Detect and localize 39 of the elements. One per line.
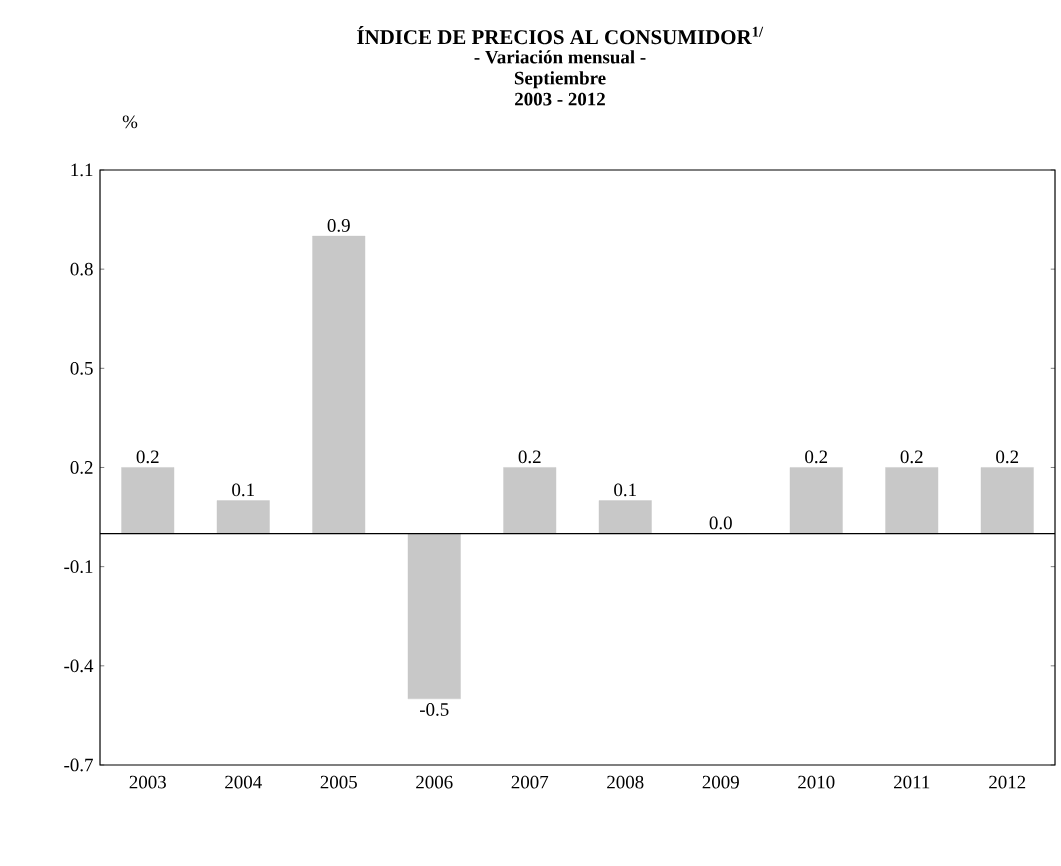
x-tick-label: 2011 <box>894 775 930 789</box>
data-label: 0.0 <box>709 516 732 530</box>
data-label: 0.2 <box>996 450 1019 464</box>
data-label: 0.2 <box>805 450 828 464</box>
bar <box>121 467 175 534</box>
x-tick-label: 2007 <box>511 775 549 789</box>
x-tick-label: 2008 <box>607 775 644 789</box>
data-label: 0.1 <box>614 483 636 497</box>
bar <box>598 500 652 534</box>
x-tick-label: 2010 <box>798 775 835 789</box>
bar <box>789 467 843 534</box>
y-tick-label: 0.8 <box>70 262 93 276</box>
y-tick-label: -0.7 <box>64 758 93 772</box>
x-tick-label: 2005 <box>320 775 357 789</box>
y-tick-label: 0.5 <box>70 361 93 375</box>
x-tick-label: 2006 <box>416 775 453 789</box>
bar <box>312 235 366 534</box>
data-label: 0.2 <box>900 450 923 464</box>
data-label: 0.9 <box>327 219 350 232</box>
data-label: 0.1 <box>232 483 254 497</box>
y-tick-label: -0.4 <box>64 659 94 673</box>
bar <box>980 467 1034 534</box>
bar <box>407 533 461 700</box>
bar <box>216 500 270 534</box>
x-tick-label: 2009 <box>702 775 739 789</box>
x-tick-label: 2003 <box>129 775 166 789</box>
bar <box>503 467 557 534</box>
y-tick-label: 1.1 <box>71 163 93 177</box>
chart-subtitle: - Variación mensual - Septiembre 2003 - 2012 <box>474 50 646 106</box>
data-label: 0.2 <box>136 450 159 464</box>
x-tick-label: 2012 <box>989 775 1026 789</box>
x-tick-label: 2004 <box>225 775 262 789</box>
y-tick-label: 0.2 <box>70 461 93 474</box>
y-tick-label: -0.1 <box>64 560 93 574</box>
bar <box>885 467 939 534</box>
data-label: -0.5 <box>419 703 449 716</box>
chart-title: ÍNDICE DE PRECIOS AL CONSUMIDOR$^{1/}$ <box>357 26 764 45</box>
y-axis-title: % <box>122 115 138 129</box>
data-label: 0.2 <box>518 450 541 464</box>
